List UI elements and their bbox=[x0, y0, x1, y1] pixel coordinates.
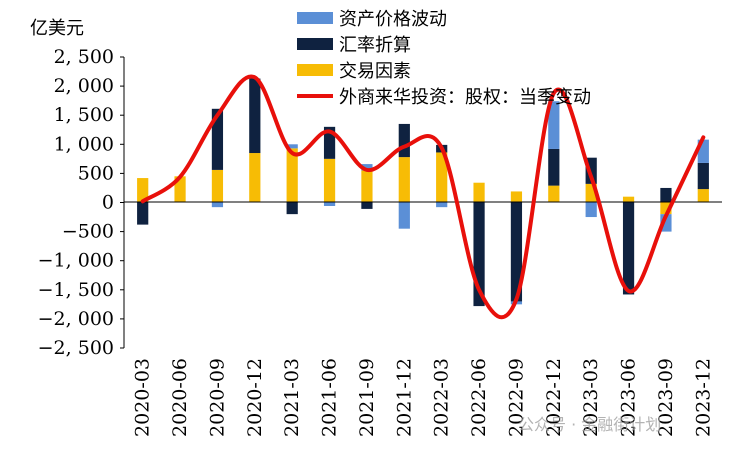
bar-trade bbox=[697, 189, 709, 203]
bar-asset-price bbox=[323, 202, 336, 206]
x-tick-label: 2021-06 bbox=[319, 358, 341, 437]
bar-fx bbox=[398, 123, 410, 158]
line-layer bbox=[140, 74, 706, 320]
bar-trade bbox=[323, 158, 336, 203]
x-tick-label: 2023-12 bbox=[692, 358, 714, 437]
bar-asset-price bbox=[585, 202, 597, 218]
y-tick-label: −500 bbox=[62, 221, 114, 243]
bar-trade bbox=[660, 202, 672, 215]
y-tick-label: −2, 500 bbox=[38, 337, 114, 359]
x-tick-label: 2021-03 bbox=[281, 358, 303, 437]
bar-asset-price bbox=[548, 101, 560, 149]
bar-fx bbox=[323, 126, 336, 159]
bar-fx bbox=[510, 202, 523, 302]
y-tick-labels: −2, 500 −2, 000 −1, 500 −1, 000 −500 0 500 1, 0… bbox=[38, 46, 114, 359]
watermark-text: 公众号 · 金融街计划 bbox=[518, 415, 661, 434]
x-tick-label: 2023-09 bbox=[655, 358, 677, 437]
x-tick-label: 2020-12 bbox=[244, 358, 266, 437]
bar-fx bbox=[660, 187, 672, 203]
bar-asset-price bbox=[361, 164, 373, 171]
bar-asset-price bbox=[436, 202, 448, 208]
legend-swatch bbox=[297, 64, 333, 76]
x-tick-label: 2023-06 bbox=[618, 358, 640, 437]
x-tick-label: 2020-03 bbox=[132, 358, 154, 437]
legend-swatch bbox=[297, 12, 333, 24]
legend-label: 外商来华投资：股权：当季变动 bbox=[339, 87, 591, 108]
bar-trade bbox=[398, 157, 410, 203]
y-tick-label: 1, 500 bbox=[54, 104, 114, 126]
bar-fx bbox=[548, 148, 560, 186]
bar-asset-price bbox=[211, 202, 224, 208]
x-tick-labels: 2020-03 2020-06 2020-09 2020-12 2021-03 2021-… bbox=[132, 358, 715, 437]
bar-trade bbox=[510, 191, 523, 203]
bar-trade bbox=[548, 185, 560, 203]
x-tick-label: 2023-03 bbox=[580, 358, 602, 437]
bar-fx bbox=[211, 108, 224, 170]
y-tick-label: 2, 500 bbox=[54, 46, 114, 68]
x-tick-label: 2022-12 bbox=[543, 358, 565, 437]
legend-label: 资产价格波动 bbox=[339, 9, 447, 30]
y-tick-label: −2, 000 bbox=[38, 308, 114, 330]
bar-trade bbox=[585, 183, 597, 203]
bar-fx bbox=[286, 202, 298, 215]
y-tick-label: −1, 500 bbox=[38, 279, 114, 301]
bars-layer bbox=[137, 78, 709, 307]
bar-trade bbox=[436, 152, 448, 203]
bar-trade bbox=[211, 169, 224, 203]
bar-asset-price bbox=[286, 144, 298, 149]
bar-trade bbox=[622, 196, 635, 203]
x-tick-label: 2022-06 bbox=[468, 358, 490, 437]
legend-swatch bbox=[297, 38, 333, 50]
x-tick-label: 2021-09 bbox=[356, 358, 378, 437]
bar-asset-price bbox=[398, 202, 410, 229]
bar-asset-price bbox=[660, 214, 672, 232]
y-tick-label: −1, 000 bbox=[38, 250, 114, 272]
bar-fx bbox=[622, 202, 635, 295]
bar-fx bbox=[697, 162, 709, 190]
y-tick-label: 500 bbox=[78, 162, 114, 184]
x-tick-label: 2022-09 bbox=[505, 358, 527, 437]
bar-asset-price bbox=[697, 139, 709, 163]
x-tick-label: 2020-09 bbox=[206, 358, 228, 437]
bar-trade bbox=[249, 153, 261, 203]
bar-trade bbox=[137, 178, 149, 203]
bar-trade bbox=[473, 182, 485, 203]
x-tick-label: 2020-06 bbox=[169, 358, 191, 437]
x-tick-label: 2022-03 bbox=[431, 358, 453, 437]
axis-layer bbox=[120, 56, 722, 349]
bar-trade bbox=[174, 176, 186, 203]
bar-fx bbox=[249, 78, 261, 154]
bar-fx bbox=[585, 157, 597, 184]
bar-fx bbox=[361, 202, 373, 209]
legend-label: 汇率折算 bbox=[339, 35, 411, 56]
legend-label: 交易因素 bbox=[339, 61, 411, 82]
bar-fx bbox=[473, 202, 485, 307]
y-unit-label: 亿美元 bbox=[30, 18, 84, 39]
bar-fx bbox=[137, 202, 149, 225]
y-tick-label: 2, 000 bbox=[54, 75, 114, 97]
bar-trade bbox=[361, 170, 373, 203]
bar-trade bbox=[286, 148, 298, 203]
x-tick-label: 2021-12 bbox=[393, 358, 415, 437]
y-tick-label: 1, 000 bbox=[54, 133, 114, 155]
line-fdi-equity bbox=[140, 74, 706, 320]
y-tick-label: 0 bbox=[102, 192, 114, 214]
